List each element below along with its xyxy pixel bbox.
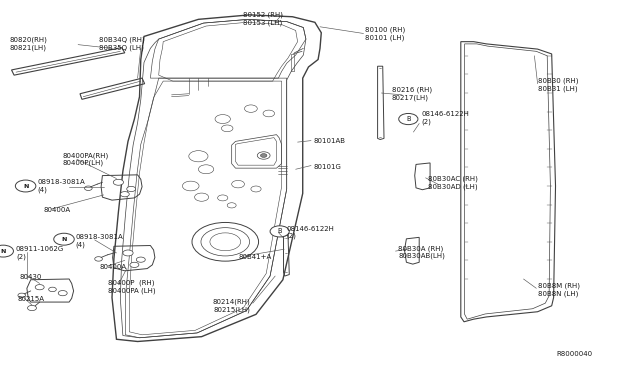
Circle shape xyxy=(221,125,233,132)
Circle shape xyxy=(399,113,418,125)
Text: 08146-6122H
(2): 08146-6122H (2) xyxy=(421,112,469,125)
Text: 80B8M (RH)
80B8N (LH): 80B8M (RH) 80B8N (LH) xyxy=(538,282,580,296)
Text: 80B30AC (RH)
80B30AD (LH): 80B30AC (RH) 80B30AD (LH) xyxy=(428,176,477,190)
Text: 80216 (RH)
80217(LH): 80216 (RH) 80217(LH) xyxy=(392,87,432,101)
Text: 80400PA(RH)
80400P(LH): 80400PA(RH) 80400P(LH) xyxy=(63,152,109,166)
Circle shape xyxy=(201,228,250,256)
Circle shape xyxy=(18,293,26,298)
Text: 80820(RH)
80821(LH): 80820(RH) 80821(LH) xyxy=(10,37,47,51)
Text: 80B41+A: 80B41+A xyxy=(238,254,271,260)
Text: 80100 (RH)
80101 (LH): 80100 (RH) 80101 (LH) xyxy=(365,26,405,41)
Circle shape xyxy=(120,192,129,197)
Text: B: B xyxy=(406,116,411,122)
Circle shape xyxy=(192,222,259,261)
Text: 08911-1062G
(2): 08911-1062G (2) xyxy=(16,246,64,260)
Circle shape xyxy=(270,226,289,237)
Text: N: N xyxy=(61,237,67,242)
Text: R8000040: R8000040 xyxy=(557,351,593,357)
Circle shape xyxy=(244,105,257,112)
Circle shape xyxy=(123,250,133,256)
Circle shape xyxy=(182,181,199,191)
Circle shape xyxy=(198,165,214,174)
Circle shape xyxy=(263,110,275,117)
Circle shape xyxy=(113,179,124,185)
Circle shape xyxy=(0,245,13,257)
Circle shape xyxy=(189,151,208,162)
Text: N: N xyxy=(23,183,28,189)
Circle shape xyxy=(232,180,244,188)
Circle shape xyxy=(215,115,230,124)
Text: 80400P  (RH)
80400PA (LH): 80400P (RH) 80400PA (LH) xyxy=(108,279,155,294)
Text: B: B xyxy=(277,228,282,234)
Circle shape xyxy=(28,305,36,311)
Circle shape xyxy=(127,186,136,192)
Circle shape xyxy=(130,262,139,267)
Circle shape xyxy=(95,257,102,261)
Circle shape xyxy=(251,186,261,192)
Text: 80214(RH)
80215(LH): 80214(RH) 80215(LH) xyxy=(213,299,250,313)
Text: 08146-6122H
(2): 08146-6122H (2) xyxy=(287,226,335,239)
Text: 80430: 80430 xyxy=(19,274,42,280)
Text: 80B30A (RH)
80B30AB(LH): 80B30A (RH) 80B30AB(LH) xyxy=(398,245,445,259)
Text: 80215A: 80215A xyxy=(18,296,45,302)
Text: 80B30 (RH)
80B31 (LH): 80B30 (RH) 80B31 (LH) xyxy=(538,78,578,92)
Text: 08918-3081A
(4): 08918-3081A (4) xyxy=(76,234,124,248)
Text: 80152 (RH)
80153 (LH): 80152 (RH) 80153 (LH) xyxy=(243,12,283,26)
Circle shape xyxy=(35,285,44,290)
Text: 80B34Q (RH)
80B35Q (LH): 80B34Q (RH) 80B35Q (LH) xyxy=(99,37,145,51)
Circle shape xyxy=(227,203,236,208)
Text: 80400A: 80400A xyxy=(99,264,126,270)
Circle shape xyxy=(136,257,145,262)
Text: 80101AB: 80101AB xyxy=(314,138,346,144)
Text: 08918-3081A
(4): 08918-3081A (4) xyxy=(37,179,85,193)
Circle shape xyxy=(54,233,74,245)
Circle shape xyxy=(210,233,241,251)
Circle shape xyxy=(49,287,56,292)
Circle shape xyxy=(58,291,67,296)
Circle shape xyxy=(15,180,36,192)
Text: 80101G: 80101G xyxy=(314,164,342,170)
Circle shape xyxy=(195,193,209,201)
Circle shape xyxy=(257,152,270,159)
Circle shape xyxy=(84,186,92,190)
Circle shape xyxy=(260,154,267,157)
Text: 80400A: 80400A xyxy=(44,207,70,213)
Circle shape xyxy=(218,195,228,201)
Text: N: N xyxy=(1,248,6,254)
